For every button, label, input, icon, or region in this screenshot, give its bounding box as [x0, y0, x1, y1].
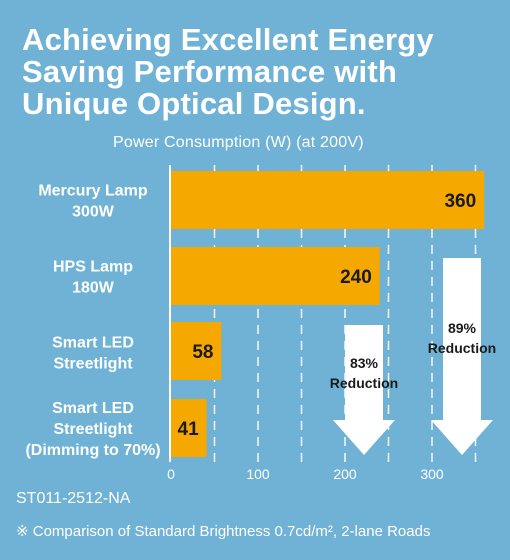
reduction-arrow-83: [333, 325, 395, 455]
bar-value-label: 240: [340, 267, 372, 288]
x-tick-label: 100: [246, 466, 270, 482]
category-label: Streetlight: [53, 421, 133, 438]
x-tick-label: 0: [167, 466, 175, 482]
category-label: Mercury Lamp: [38, 183, 148, 200]
bar: [171, 322, 222, 380]
category-label: Smart LED: [52, 335, 134, 352]
title-line: Saving Performance with: [22, 54, 397, 89]
footnote: ※ Comparison of Standard Brightness 0.7c…: [16, 523, 431, 540]
bar-value-label: 58: [192, 342, 213, 363]
annotation-text: 83%: [350, 355, 379, 371]
reduction-arrow-89: [431, 258, 493, 455]
bar: [171, 399, 207, 457]
annotation-text: Reduction: [428, 340, 496, 356]
title-line: Unique Optical Design.: [22, 86, 366, 121]
page-title: Achieving Excellent Energy Saving Perfor…: [22, 24, 502, 120]
bar: [171, 171, 485, 229]
category-label: Streetlight: [53, 356, 133, 373]
x-tick-label: 300: [420, 466, 444, 482]
product-code: ST011-2512-NA: [16, 490, 131, 507]
x-tick-label: 200: [333, 466, 357, 482]
category-label: 300W: [72, 204, 115, 221]
category-label: 180W: [72, 280, 115, 297]
bar: [171, 247, 380, 305]
bar-value-label: 360: [444, 191, 476, 212]
chart-subtitle: Power Consumption (W) (at 200V): [113, 134, 364, 151]
annotation-text: 89%: [448, 320, 477, 336]
category-label: Smart LED: [52, 400, 134, 417]
annotation-text: Reduction: [330, 375, 398, 391]
category-label: (Dimming to 70%): [25, 442, 160, 459]
category-label: HPS Lamp: [53, 259, 133, 276]
bar-value-label: 41: [178, 419, 200, 440]
title-line: Achieving Excellent Energy: [22, 22, 434, 57]
